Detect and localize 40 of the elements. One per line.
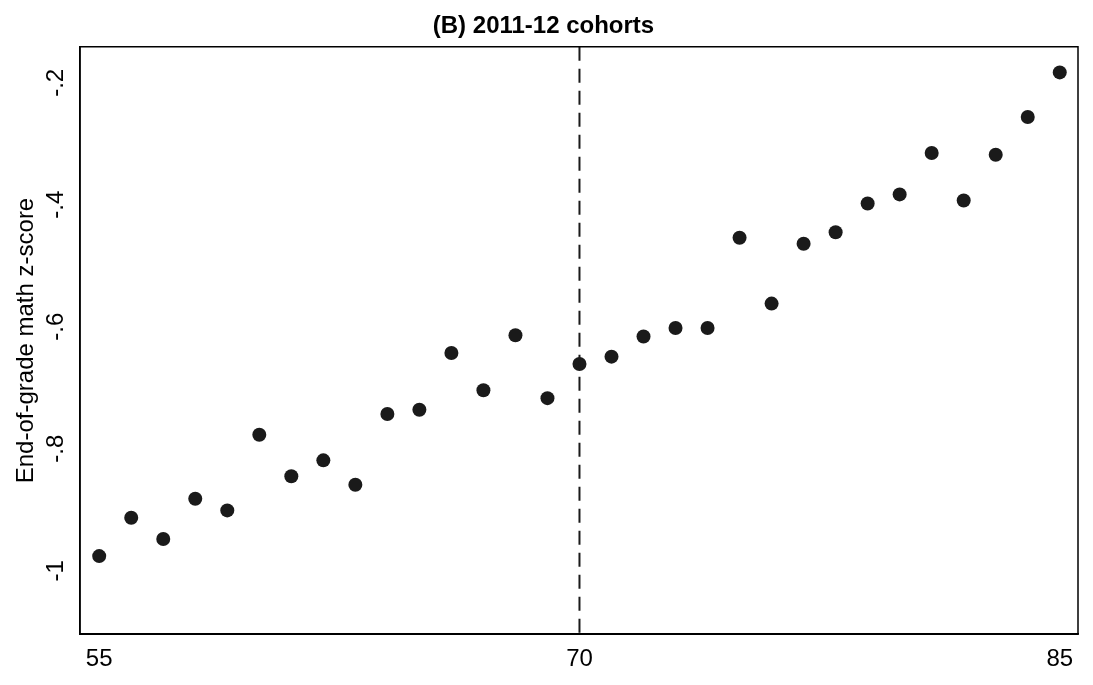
point <box>188 491 203 506</box>
point <box>700 321 715 335</box>
point <box>892 187 907 202</box>
point <box>636 329 651 344</box>
point <box>124 510 139 525</box>
point <box>764 296 779 311</box>
point <box>156 532 171 547</box>
point <box>412 402 427 417</box>
point <box>348 477 363 492</box>
point <box>988 147 1003 162</box>
point <box>316 453 331 468</box>
point <box>1020 109 1035 124</box>
point <box>956 193 971 208</box>
y-axis-title: End-of-grade math z-score <box>11 197 39 484</box>
x-tick-label: 55 <box>85 644 113 672</box>
point <box>828 225 843 240</box>
y-tick-label: -.6 <box>40 312 68 341</box>
x-tick-label: 85 <box>1046 644 1074 672</box>
point <box>860 196 875 211</box>
point <box>476 383 491 398</box>
y-tick-label: -1 <box>40 560 68 582</box>
chart-title: (B) 2011-12 cohorts <box>432 11 655 39</box>
point <box>924 145 939 160</box>
point <box>92 549 107 564</box>
x-tick-label: 70 <box>566 644 593 672</box>
point <box>732 230 747 245</box>
point <box>444 346 459 360</box>
point <box>284 469 299 484</box>
point <box>508 328 523 343</box>
point <box>380 407 395 421</box>
y-tick-label: -.8 <box>40 434 68 463</box>
point <box>604 349 619 364</box>
y-tick-label: -.2 <box>40 68 68 97</box>
point <box>796 236 811 251</box>
point <box>540 391 555 406</box>
point <box>220 503 235 518</box>
point <box>252 427 267 442</box>
y-tick-label: -.4 <box>40 190 68 219</box>
point <box>668 321 683 335</box>
point <box>1052 65 1067 80</box>
